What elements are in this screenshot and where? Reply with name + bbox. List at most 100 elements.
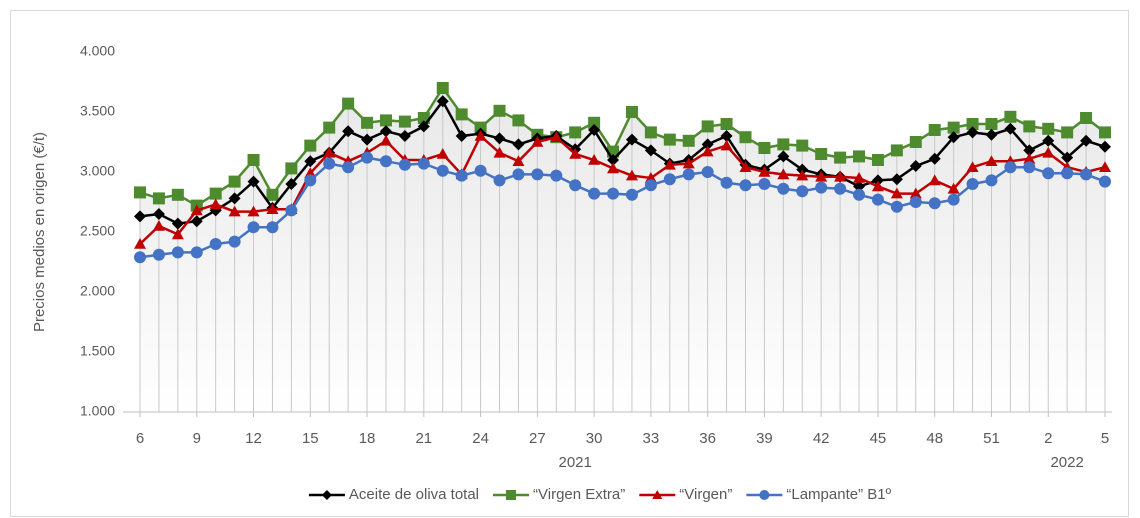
- marker: [796, 169, 809, 181]
- legend-label: Aceite de oliva total: [349, 486, 479, 503]
- marker: [588, 116, 601, 129]
- x-tick-label: 51: [983, 430, 1000, 447]
- marker: [379, 134, 392, 146]
- marker: [209, 238, 222, 250]
- marker: [266, 221, 279, 234]
- x-tick-label: 27: [529, 430, 546, 447]
- x-tick-label: 21: [415, 430, 432, 447]
- y-tick-label: 1.000: [80, 403, 115, 419]
- marker: [398, 158, 411, 171]
- marker: [134, 251, 146, 264]
- marker: [190, 215, 203, 228]
- marker: [607, 187, 620, 200]
- marker: [909, 160, 922, 172]
- marker: [190, 204, 203, 216]
- area-fill: [140, 88, 1105, 412]
- marker: [777, 168, 790, 180]
- marker: [152, 220, 165, 231]
- x-tick-label: 48: [926, 430, 943, 447]
- marker: [777, 150, 790, 163]
- marker: [909, 196, 922, 208]
- y-tick-label: 1.500: [80, 343, 115, 359]
- marker: [379, 125, 392, 138]
- marker: [701, 120, 714, 133]
- legend: Aceite de oliva total “Virgen Extra” “Virg…: [308, 486, 892, 503]
- marker: [247, 154, 260, 166]
- marker: [928, 124, 941, 136]
- marker: [417, 157, 430, 170]
- marker: [682, 168, 695, 181]
- marker: [985, 128, 998, 141]
- marker: [720, 139, 733, 151]
- marker: [947, 182, 960, 194]
- legend-label: “Virgen Extra”: [533, 486, 625, 503]
- marker: [531, 168, 544, 181]
- marker: [701, 145, 714, 157]
- marker: [966, 178, 979, 190]
- x-tick-label: 45: [870, 430, 887, 447]
- x-tick-label: 18: [359, 430, 376, 447]
- marker: [1042, 167, 1055, 180]
- marker: [759, 490, 770, 500]
- marker: [834, 151, 847, 164]
- y-axis-title: Precios medios en origen (€/t): [31, 132, 48, 332]
- marker: [152, 192, 165, 205]
- marker: [758, 178, 771, 190]
- marker: [739, 161, 752, 172]
- marker: [285, 178, 298, 190]
- marker: [171, 217, 184, 230]
- y-tick-label: 2.000: [80, 283, 115, 299]
- marker: [890, 200, 903, 213]
- marker: [436, 148, 449, 159]
- legend-label: “Lampante” B1º: [786, 486, 891, 503]
- marker: [247, 221, 260, 234]
- marker: [171, 246, 184, 259]
- marker: [1042, 122, 1055, 135]
- x-group-label: 2021: [559, 454, 592, 471]
- x-tick-label: 9: [193, 430, 201, 447]
- marker: [834, 182, 847, 195]
- marker: [966, 118, 979, 130]
- marker: [625, 133, 638, 146]
- marker: [777, 138, 790, 151]
- marker: [474, 130, 487, 141]
- marker: [342, 97, 355, 110]
- marker: [190, 246, 203, 259]
- marker: [361, 151, 374, 164]
- marker: [474, 164, 487, 177]
- x-tick-label: 2: [1044, 430, 1052, 447]
- marker: [342, 125, 355, 138]
- marker: [152, 208, 165, 220]
- marker: [947, 131, 960, 144]
- marker: [134, 210, 146, 223]
- marker: [644, 144, 657, 157]
- marker: [1099, 175, 1111, 188]
- marker: [455, 169, 468, 182]
- marker: [455, 108, 468, 121]
- y-tick-label: 2.500: [80, 223, 115, 239]
- marker: [398, 130, 411, 142]
- marker: [228, 205, 241, 217]
- marker: [209, 187, 222, 200]
- marker: [588, 154, 601, 165]
- marker: [493, 132, 506, 145]
- marker: [134, 238, 146, 249]
- marker: [569, 126, 582, 139]
- marker: [701, 138, 714, 151]
- marker: [1023, 152, 1036, 164]
- x-tick-label: 6: [136, 430, 144, 447]
- marker: [966, 126, 979, 139]
- marker: [285, 204, 298, 217]
- marker: [304, 174, 317, 187]
- marker: [853, 172, 866, 183]
- x-tick-label: 5: [1101, 430, 1109, 447]
- series-line: [139, 98, 1106, 225]
- marker: [644, 179, 657, 192]
- series-line: [139, 85, 1106, 208]
- marker: [1042, 134, 1055, 147]
- marker: [625, 106, 638, 118]
- marker: [1080, 112, 1093, 124]
- marker: [512, 138, 525, 151]
- marker: [871, 154, 884, 166]
